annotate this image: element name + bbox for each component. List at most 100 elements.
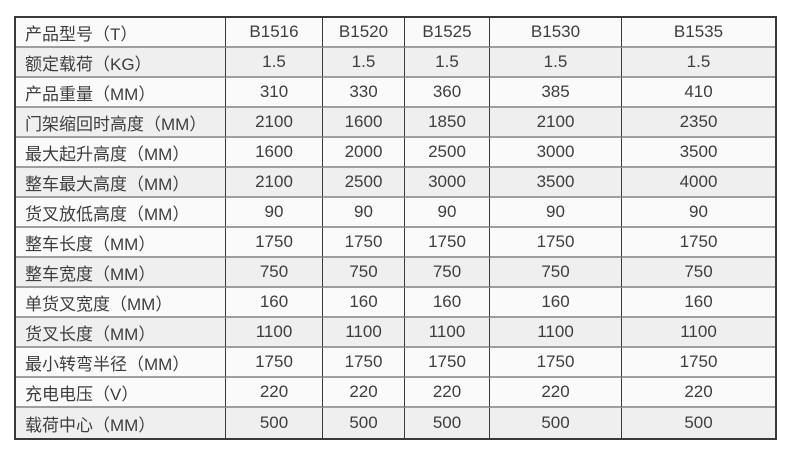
table-row: 载荷中心（MM） 500 500 500 500 500	[16, 408, 775, 438]
spec-value-cell: 500	[323, 408, 405, 438]
spec-value-cell: 410	[622, 78, 775, 108]
spec-value-cell: 750	[405, 258, 490, 288]
spec-label-cell: 充电电压（V）	[16, 378, 226, 408]
spec-label-cell: 最大起升高度（MM）	[16, 138, 226, 168]
spec-value-cell: 1750	[405, 228, 490, 258]
spec-value-cell: 750	[323, 258, 405, 288]
spec-value-cell: 3000	[490, 138, 622, 168]
spec-value-cell: 1600	[226, 138, 323, 168]
spec-value-cell: 750	[622, 258, 775, 288]
table-row: 最小转弯半径（MM） 1750 1750 1750 1750 1750	[16, 348, 775, 378]
spec-value-cell: 1.5	[405, 48, 490, 78]
spec-value-cell: 3500	[622, 138, 775, 168]
spec-value-cell: 2100	[226, 108, 323, 138]
spec-value-cell: 220	[405, 378, 490, 408]
spec-label-cell: 货叉长度（MM）	[16, 318, 226, 348]
spec-value-cell: 90	[405, 198, 490, 228]
spec-label-cell: 整车长度（MM）	[16, 228, 226, 258]
table-row: 最大起升高度（MM） 1600 2000 2500 3000 3500	[16, 138, 775, 168]
spec-value-cell: 1.5	[622, 48, 775, 78]
spec-label-cell: 整车最大高度（MM）	[16, 168, 226, 198]
spec-label-cell: 整车宽度（MM）	[16, 258, 226, 288]
table-row: 充电电压（V） 220 220 220 220 220	[16, 378, 775, 408]
spec-value-cell: 220	[490, 378, 622, 408]
spec-value-cell: 330	[323, 78, 405, 108]
spec-value-cell: 500	[226, 408, 323, 438]
spec-value-cell: 3500	[490, 168, 622, 198]
spec-value-cell: 2500	[323, 168, 405, 198]
spec-value-cell: 1750	[490, 348, 622, 378]
spec-value-cell: 500	[405, 408, 490, 438]
table-row: 货叉放低高度（MM） 90 90 90 90 90	[16, 198, 775, 228]
spec-value-cell: 2100	[490, 108, 622, 138]
table-row: 整车长度（MM） 1750 1750 1750 1750 1750	[16, 228, 775, 258]
spec-value-cell: 160	[323, 288, 405, 318]
spec-value-cell: 385	[490, 78, 622, 108]
spec-value-cell: 1750	[405, 348, 490, 378]
spec-value-cell: 1850	[405, 108, 490, 138]
product-spec-table: 产品型号（T） B1516 B1520 B1525 B1530 B1535 额定载荷（KG）…	[14, 16, 777, 440]
spec-value-cell: 4000	[622, 168, 775, 198]
spec-label-cell: 货叉放低高度（MM）	[16, 198, 226, 228]
table-row: 整车最大高度（MM） 2100 2500 3000 3500 4000	[16, 168, 775, 198]
spec-value-cell: 160	[226, 288, 323, 318]
spec-value-cell: B1520	[323, 18, 405, 48]
spec-value-cell: 1750	[226, 228, 323, 258]
spec-value-cell: 220	[323, 378, 405, 408]
spec-value-cell: 1.5	[226, 48, 323, 78]
spec-label-cell: 门架缩回时高度（MM）	[16, 108, 226, 138]
spec-value-cell: 160	[490, 288, 622, 318]
spec-value-cell: 1.5	[323, 48, 405, 78]
spec-value-cell: 1750	[622, 228, 775, 258]
spec-value-cell: 360	[405, 78, 490, 108]
spec-value-cell: 310	[226, 78, 323, 108]
spec-value-cell: 1600	[323, 108, 405, 138]
spec-value-cell: 500	[490, 408, 622, 438]
spec-label-cell: 最小转弯半径（MM）	[16, 348, 226, 378]
spec-value-cell: 750	[226, 258, 323, 288]
spec-label-cell: 额定载荷（KG）	[16, 48, 226, 78]
spec-value-cell: 1100	[226, 318, 323, 348]
spec-value-cell: 1100	[323, 318, 405, 348]
spec-value-cell: B1535	[622, 18, 775, 48]
spec-value-cell: 1750	[323, 348, 405, 378]
spec-value-cell: B1525	[405, 18, 490, 48]
spec-value-cell: 90	[622, 198, 775, 228]
spec-value-cell: 1.5	[490, 48, 622, 78]
spec-value-cell: 2000	[323, 138, 405, 168]
spec-value-cell: 2350	[622, 108, 775, 138]
spec-value-cell: 3000	[405, 168, 490, 198]
spec-value-cell: 2100	[226, 168, 323, 198]
spec-value-cell: 1100	[405, 318, 490, 348]
spec-value-cell: B1516	[226, 18, 323, 48]
spec-value-cell: 90	[226, 198, 323, 228]
table-row: 货叉长度（MM） 1100 1100 1100 1100 1100	[16, 318, 775, 348]
spec-value-cell: 220	[622, 378, 775, 408]
spec-value-cell: 1100	[622, 318, 775, 348]
spec-label-cell: 载荷中心（MM）	[16, 408, 226, 438]
spec-value-cell: 1750	[323, 228, 405, 258]
spec-value-cell: 500	[622, 408, 775, 438]
table-row: 单货叉宽度（MM） 160 160 160 160 160	[16, 288, 775, 318]
spec-value-cell: B1530	[490, 18, 622, 48]
spec-value-cell: 160	[405, 288, 490, 318]
spec-value-cell: 90	[323, 198, 405, 228]
spec-value-cell: 1750	[490, 228, 622, 258]
spec-value-cell: 750	[490, 258, 622, 288]
spec-label-cell: 单货叉宽度（MM）	[16, 288, 226, 318]
table-row: 门架缩回时高度（MM） 2100 1600 1850 2100 2350	[16, 108, 775, 138]
spec-label-cell: 产品型号（T）	[16, 18, 226, 48]
spec-value-cell: 1100	[490, 318, 622, 348]
spec-value-cell: 2500	[405, 138, 490, 168]
spec-value-cell: 90	[490, 198, 622, 228]
table-row: 产品重量（MM） 310 330 360 385 410	[16, 78, 775, 108]
table-row: 整车宽度（MM） 750 750 750 750 750	[16, 258, 775, 288]
spec-value-cell: 1750	[622, 348, 775, 378]
table-row: 产品型号（T） B1516 B1520 B1525 B1530 B1535	[16, 18, 775, 48]
table-body: 产品型号（T） B1516 B1520 B1525 B1530 B1535 额定载荷（KG）…	[16, 18, 775, 438]
spec-value-cell: 160	[622, 288, 775, 318]
table-row: 额定载荷（KG） 1.5 1.5 1.5 1.5 1.5	[16, 48, 775, 78]
spec-value-cell: 1750	[226, 348, 323, 378]
spec-label-cell: 产品重量（MM）	[16, 78, 226, 108]
